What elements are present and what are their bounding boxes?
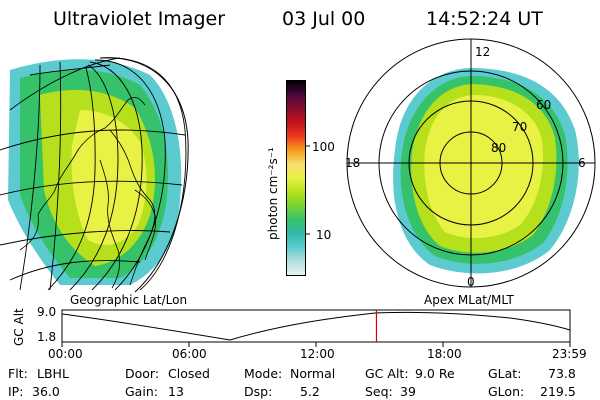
polar-aurora-core xyxy=(424,95,544,239)
door-label: Door: xyxy=(125,366,160,381)
mlat-label-70: 70 xyxy=(512,120,528,134)
date-label: 03 Jul 00 xyxy=(282,8,366,30)
ip-label: IP: xyxy=(8,384,24,399)
gcalt-label: GC Alt: xyxy=(365,366,409,381)
mode-label: Mode: xyxy=(244,366,283,381)
gain-label: Gain: xyxy=(125,384,158,399)
mode-value: Normal xyxy=(290,366,336,381)
glon-label: GLon: xyxy=(488,384,525,399)
colorbar-tick-10: 10 xyxy=(316,228,332,242)
door-value: Closed xyxy=(168,366,210,381)
timeline-xtick-1800: 18:00 xyxy=(427,347,462,361)
glat-value: 73.8 xyxy=(548,366,576,381)
gain-value: 13 xyxy=(168,384,184,399)
instrument-title: Ultraviolet Imager xyxy=(53,8,226,30)
time-label: 14:52:24 UT xyxy=(426,8,543,30)
seq-label: Seq: xyxy=(365,384,393,399)
flt-label: Flt: xyxy=(8,366,28,381)
colorbar xyxy=(286,80,306,276)
colorbar-tick-100: 100 xyxy=(312,140,335,154)
timeline-xtick-1200: 12:00 xyxy=(300,347,335,361)
timeline-xtick-2359: 23:59 xyxy=(552,347,587,361)
mlt-label-12: 12 xyxy=(475,45,491,59)
mlat-label-60: 60 xyxy=(536,98,552,112)
polar-caption: Apex MLat/MLT xyxy=(424,293,514,307)
glon-value: 219.5 xyxy=(540,384,576,399)
mlat-label-80: 80 xyxy=(491,141,507,155)
orbit-altitude-curve xyxy=(61,311,571,341)
timeline-ylabel: GC Alt xyxy=(12,308,26,346)
colorbar-ticks xyxy=(306,145,310,235)
flt-value: LBHL xyxy=(37,366,69,381)
mlt-label-6: 6 xyxy=(578,156,586,170)
timeline-ytick-min: 1.8 xyxy=(37,330,57,344)
timeline-ytick-max: 9.0 xyxy=(37,305,57,319)
ip-value: 36.0 xyxy=(32,384,60,399)
seq-value: 39 xyxy=(400,384,416,399)
timeline-xtick-0000: 00:00 xyxy=(48,347,83,361)
gcalt-value: 9.0 Re xyxy=(415,366,455,381)
mlt-label-0: 0 xyxy=(467,275,475,289)
geo-caption: Geographic Lat/Lon xyxy=(70,293,188,307)
timeline-xtick-0600: 06:00 xyxy=(172,347,207,361)
mlt-label-18: 18 xyxy=(345,156,361,170)
geo-limb xyxy=(99,57,189,293)
dsp-label: Dsp: xyxy=(244,384,273,399)
dsp-value: 5.2 xyxy=(300,384,320,399)
glat-label: GLat: xyxy=(488,366,522,381)
